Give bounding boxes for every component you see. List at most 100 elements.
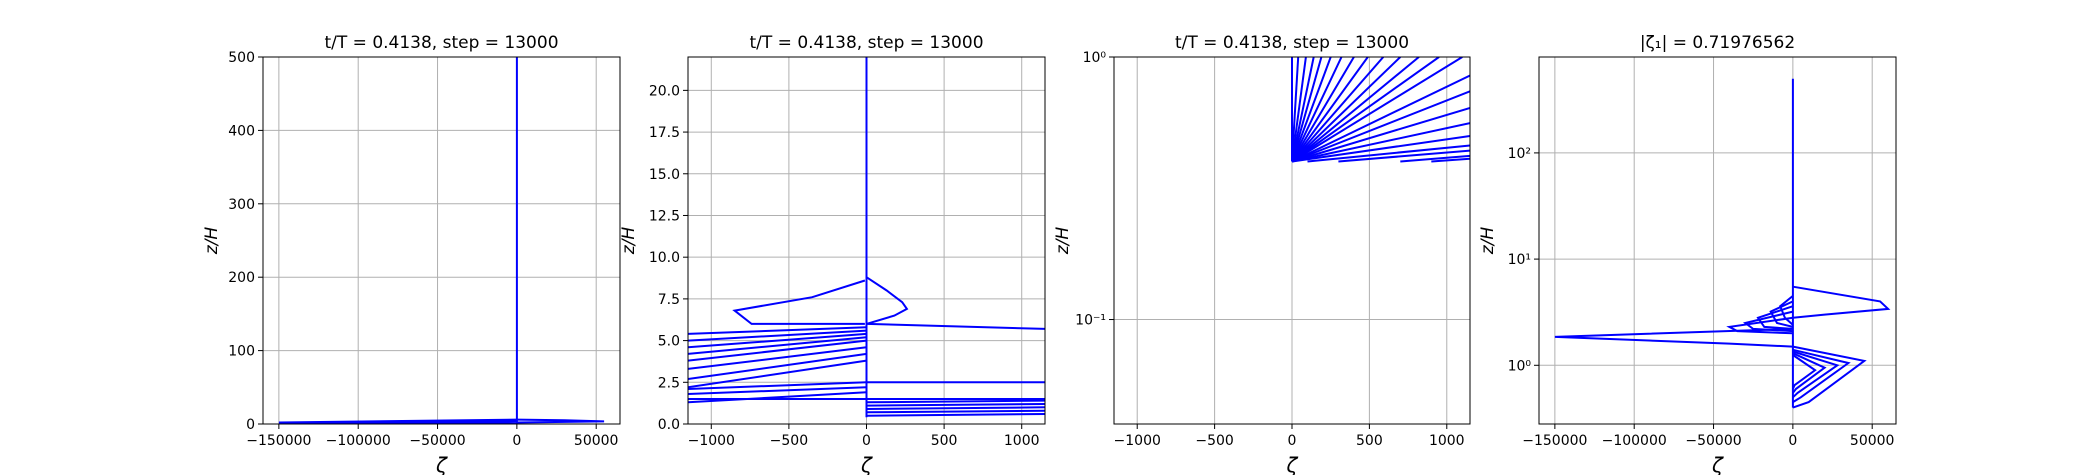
x-axis-label: ζ: [435, 453, 448, 475]
series-line-4: [866, 322, 1045, 330]
series-line-7: [688, 332, 867, 349]
y-tick-label: 10¹: [1508, 252, 1531, 268]
series-line-17: [688, 391, 867, 404]
x-tick-label: 1000: [1429, 433, 1465, 449]
x-tick-label: 500: [931, 433, 958, 449]
series-line-7: [1291, 57, 1343, 162]
y-axis-label: z/H: [619, 227, 639, 256]
x-tick-label: −150000: [246, 433, 311, 449]
y-axis-label: z/H: [1053, 227, 1073, 256]
x-tick-label: −1000: [688, 433, 735, 449]
x-axis-label: ζ: [1711, 453, 1724, 475]
series-line-18: [1291, 122, 1470, 163]
x-axis-label: ζ: [1286, 453, 1299, 475]
y-tick-label: 2.5: [658, 375, 680, 391]
series-line-19: [866, 403, 1045, 407]
y-tick-label: 0.0: [658, 417, 680, 433]
series-group: [1554, 78, 1891, 409]
series-line-13: [1291, 57, 1440, 163]
y-tick-label: 10⁰: [1083, 50, 1107, 66]
y-tick-label: 10⁰: [1508, 358, 1532, 374]
series-line-20: [1307, 144, 1470, 163]
series-line-5: [688, 326, 867, 335]
series-line-7: [1756, 305, 1794, 330]
x-tick-label: −500: [1195, 433, 1233, 449]
series-line-6: [688, 329, 867, 342]
y-tick-label: 12.5: [649, 208, 680, 224]
series-line-22: [1400, 154, 1470, 163]
x-tick-label: 0: [862, 433, 871, 449]
x-tick-label: 0: [512, 433, 521, 449]
series-line-16: [1291, 90, 1470, 163]
y-tick-label: 0: [246, 417, 255, 433]
series-line-6: [1742, 310, 1794, 333]
series-line-20: [866, 406, 1045, 410]
x-tick-label: −150000: [1522, 433, 1587, 449]
series-line-2: [732, 279, 866, 325]
series-line-8: [1769, 300, 1794, 328]
series-line-23: [1431, 157, 1470, 163]
chart-title: |ζ₁| = 0.71976562: [1640, 33, 1795, 53]
series-line-4: [421, 420, 517, 424]
series-line-18: [866, 399, 1045, 404]
x-tick-label: −50000: [1685, 433, 1741, 449]
y-tick-label: 5.0: [658, 334, 680, 350]
series-line-22: [866, 413, 1045, 417]
series-group: [688, 57, 1045, 418]
series-line-4: [1291, 57, 1315, 162]
y-tick-label: 17.5: [649, 125, 680, 141]
series-line-17: [1291, 106, 1470, 163]
x-tick-label: −50000: [409, 433, 465, 449]
x-tick-label: −500: [770, 433, 808, 449]
series-line-10: [688, 346, 867, 370]
y-tick-label: 500: [228, 50, 255, 66]
axes-frame: [262, 56, 621, 425]
chart-panel-4: −150000 −100000 −50000 0 50000 10⁰ 10¹ 10² |ζ₁| …: [1478, 33, 1897, 475]
series-line-3: [865, 276, 909, 325]
series-line-2: [1554, 327, 1793, 348]
y-tick-label: 100: [228, 344, 255, 360]
chart-title: t/T = 0.4138, step = 13000: [1175, 33, 1409, 53]
series-line-14: [688, 381, 867, 390]
y-tick-label: 10⁻¹: [1075, 313, 1106, 329]
chart-panel-1: −150000 −100000 −50000 0 50000 0 100 200 300 400 5…: [202, 33, 621, 475]
series-line-21: [1338, 149, 1470, 163]
series-line-15: [1291, 74, 1470, 163]
series-line-12: [1291, 57, 1420, 163]
x-tick-label: −100000: [1602, 433, 1667, 449]
y-tick-label: 10²: [1508, 146, 1531, 162]
series-line-8: [1291, 57, 1355, 163]
series-line-11: [1792, 350, 1840, 399]
chart-title: t/T = 0.4138, step = 13000: [324, 33, 558, 53]
series-line-4: [1792, 345, 1867, 409]
y-tick-label: 300: [228, 197, 255, 213]
y-tick-label: 20.0: [649, 83, 680, 99]
chart-title: t/T = 0.4138, step = 13000: [749, 33, 983, 53]
series-line-8: [688, 336, 867, 355]
series-group: [1291, 57, 1470, 163]
x-tick-label: 0: [1788, 433, 1797, 449]
axes-frame: [1538, 56, 1897, 425]
chart-panel-2: −1000 −500 0 500 1000 0.0 2.5 5.0 7.5 10.0 12.5 15.…: [619, 33, 1046, 475]
x-tick-label: 0: [1288, 433, 1297, 449]
y-tick-label: 10.0: [649, 250, 680, 266]
x-tick-label: −100000: [326, 433, 391, 449]
y-axis-label: z/H: [202, 227, 222, 256]
x-tick-label: 1000: [1004, 433, 1040, 449]
series-line-10: [1291, 57, 1385, 163]
series-line-15: [688, 386, 867, 395]
series-line-19: [1291, 135, 1470, 163]
series-line-2: [1291, 57, 1300, 162]
series-line-12: [688, 359, 867, 389]
x-axis-label: ζ: [860, 453, 873, 475]
series-line-12: [1792, 352, 1827, 394]
series-line-21: [866, 409, 1045, 414]
x-tick-label: −1000: [1114, 433, 1161, 449]
x-tick-label: 500: [1356, 433, 1383, 449]
series-line-6: [1291, 57, 1332, 162]
series-line-3: [1792, 285, 1891, 319]
series-line-5: [1291, 57, 1323, 162]
series-line-13: [1791, 354, 1817, 390]
